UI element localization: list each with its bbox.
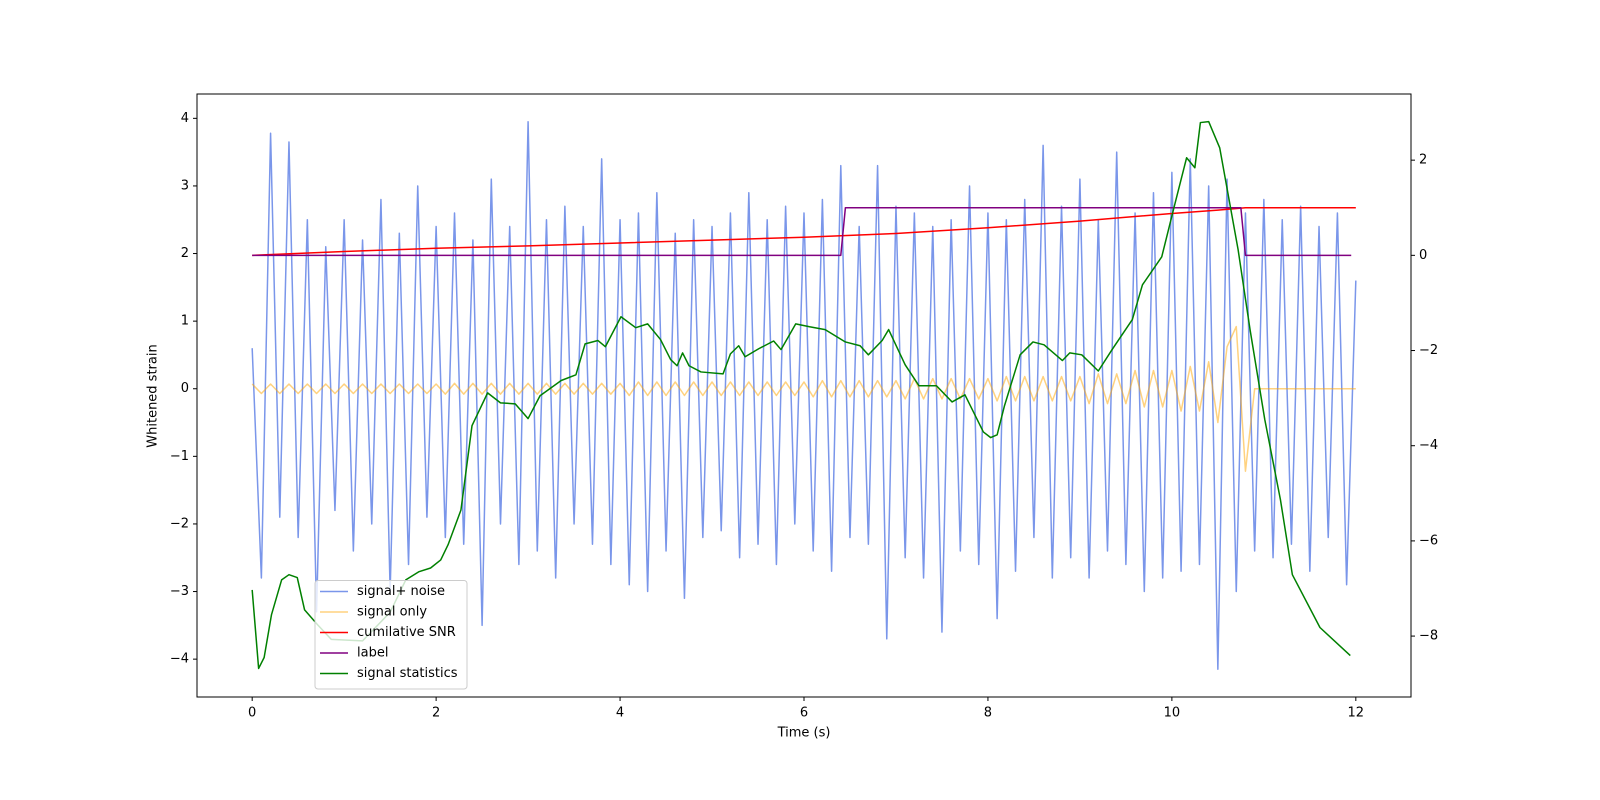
y-tick-label: 3 [181, 178, 189, 193]
legend-label: label [357, 646, 388, 661]
y-tick-label: −2 [170, 516, 189, 531]
x-axis-label: Time (s) [777, 726, 831, 741]
y-tick-label: 1 [181, 314, 189, 329]
y-tick-label: −1 [170, 449, 189, 464]
y-tick-label: −3 [170, 584, 189, 599]
legend-label: signal statistics [357, 666, 458, 681]
series-line [252, 207, 1352, 257]
y-tick-label: 0 [181, 381, 189, 396]
x-tick-label: 6 [800, 706, 808, 721]
y2-tick-label: −8 [1419, 629, 1438, 644]
y2-tick-label: −2 [1419, 343, 1438, 358]
y-axis-label: Whitened strain [146, 344, 161, 447]
series-line [252, 207, 1356, 257]
legend-label: signal+ noise [357, 584, 445, 599]
x-tick-label: 8 [984, 706, 992, 721]
series-line [251, 120, 1357, 671]
x-tick-label: 12 [1348, 706, 1365, 721]
y-tick-label: 2 [181, 246, 189, 261]
y2-tick-label: 2 [1419, 153, 1427, 168]
plot-area [251, 120, 1357, 671]
y2-tick-label: −4 [1419, 438, 1438, 453]
legend-label: cumilative SNR [357, 625, 456, 640]
legend-box [314, 580, 468, 690]
series-line [251, 120, 1351, 670]
y2-tick-label: −6 [1419, 533, 1438, 548]
series-line [251, 325, 1356, 472]
legend-label: signal only [357, 605, 427, 620]
y2-tick-label: 0 [1419, 248, 1427, 263]
x-tick-label: 10 [1164, 706, 1181, 721]
y-tick-label: 4 [181, 111, 189, 126]
x-tick-label: 4 [616, 706, 624, 721]
x-tick-label: 0 [248, 706, 256, 721]
y-tick-label: −4 [170, 652, 189, 667]
x-tick-label: 2 [432, 706, 440, 721]
